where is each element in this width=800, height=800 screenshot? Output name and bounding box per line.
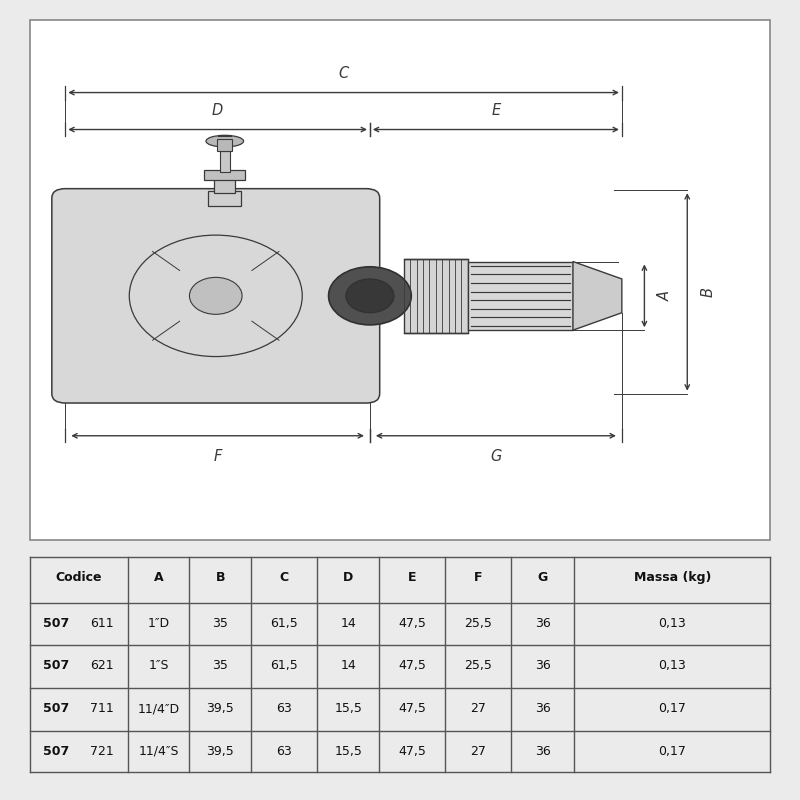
- FancyBboxPatch shape: [205, 170, 245, 180]
- FancyBboxPatch shape: [52, 189, 380, 403]
- Text: 35: 35: [212, 659, 228, 673]
- Text: 611: 611: [90, 617, 114, 630]
- Text: 507: 507: [43, 617, 70, 630]
- Text: 507: 507: [43, 745, 70, 758]
- Text: 621: 621: [90, 659, 114, 673]
- Circle shape: [190, 278, 242, 314]
- FancyBboxPatch shape: [208, 191, 242, 206]
- Text: F: F: [214, 449, 222, 464]
- Text: 15,5: 15,5: [334, 745, 362, 758]
- FancyBboxPatch shape: [30, 20, 770, 540]
- Text: G: G: [490, 449, 502, 464]
- Text: 36: 36: [535, 659, 550, 673]
- Text: 27: 27: [470, 702, 486, 715]
- FancyBboxPatch shape: [218, 139, 232, 150]
- Text: Massa (kg): Massa (kg): [634, 571, 711, 584]
- Text: 507: 507: [43, 659, 70, 673]
- Text: D: D: [343, 571, 354, 584]
- Text: 47,5: 47,5: [398, 702, 426, 715]
- Text: 1″S: 1″S: [148, 659, 169, 673]
- Text: 721: 721: [90, 745, 114, 758]
- FancyBboxPatch shape: [219, 150, 230, 172]
- Text: G: G: [538, 571, 548, 584]
- Text: 711: 711: [90, 702, 114, 715]
- Text: D: D: [212, 103, 223, 118]
- Text: 39,5: 39,5: [206, 745, 234, 758]
- Text: 11/4″D: 11/4″D: [138, 702, 180, 715]
- FancyBboxPatch shape: [404, 259, 468, 333]
- Text: 61,5: 61,5: [270, 617, 298, 630]
- Text: 507: 507: [43, 702, 70, 715]
- Text: C: C: [280, 571, 289, 584]
- FancyBboxPatch shape: [214, 177, 235, 193]
- Circle shape: [329, 266, 411, 325]
- Text: B: B: [701, 287, 716, 297]
- Text: Codice: Codice: [56, 571, 102, 584]
- Text: 35: 35: [212, 617, 228, 630]
- Text: A: A: [154, 571, 163, 584]
- Text: 36: 36: [535, 617, 550, 630]
- Text: A: A: [658, 291, 673, 301]
- Text: 27: 27: [470, 745, 486, 758]
- FancyBboxPatch shape: [468, 262, 573, 330]
- Text: 63: 63: [276, 745, 292, 758]
- Polygon shape: [573, 262, 622, 330]
- Text: 63: 63: [276, 702, 292, 715]
- Text: 0,13: 0,13: [658, 617, 686, 630]
- Text: 39,5: 39,5: [206, 702, 234, 715]
- Text: 36: 36: [535, 745, 550, 758]
- Text: 36: 36: [535, 702, 550, 715]
- Text: 0,17: 0,17: [658, 702, 686, 715]
- Text: B: B: [215, 571, 225, 584]
- Text: 1″D: 1″D: [147, 617, 170, 630]
- Text: 14: 14: [340, 617, 356, 630]
- Text: C: C: [338, 66, 349, 81]
- Text: E: E: [408, 571, 416, 584]
- Text: 14: 14: [340, 659, 356, 673]
- Text: 47,5: 47,5: [398, 617, 426, 630]
- Text: 25,5: 25,5: [464, 659, 492, 673]
- Text: F: F: [474, 571, 482, 584]
- Text: 11/4″S: 11/4″S: [138, 745, 179, 758]
- Text: E: E: [491, 103, 501, 118]
- Circle shape: [346, 279, 394, 313]
- Text: 0,17: 0,17: [658, 745, 686, 758]
- Text: 61,5: 61,5: [270, 659, 298, 673]
- Text: 15,5: 15,5: [334, 702, 362, 715]
- Text: 47,5: 47,5: [398, 745, 426, 758]
- Text: 0,13: 0,13: [658, 659, 686, 673]
- Ellipse shape: [206, 135, 243, 147]
- Text: 25,5: 25,5: [464, 617, 492, 630]
- Text: 47,5: 47,5: [398, 659, 426, 673]
